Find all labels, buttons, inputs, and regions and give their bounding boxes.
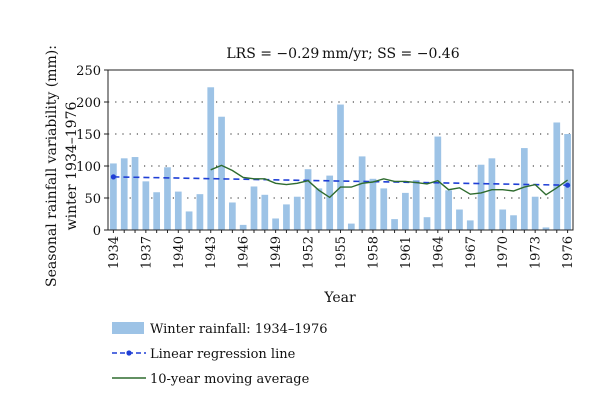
y-axis-title: Seasonal rainfall variability (mm): wint… xyxy=(44,45,80,287)
x-axis-title: Year xyxy=(323,290,356,306)
bar-1951 xyxy=(293,196,301,230)
bar-1937 xyxy=(142,181,150,230)
bar-1965 xyxy=(445,190,452,230)
bars xyxy=(110,87,571,230)
y-axis-title-line2: winter 1934–1976 xyxy=(64,102,80,231)
x-tick-label-1970: 1970 xyxy=(496,236,511,269)
bar-1942 xyxy=(196,194,204,230)
bar-1941 xyxy=(185,211,193,230)
regression-line xyxy=(113,176,568,186)
bar-1955 xyxy=(337,104,344,230)
bar-1960 xyxy=(391,219,398,230)
bar-1952 xyxy=(304,169,312,230)
bar-1972 xyxy=(520,148,528,230)
y-tick-label-250: 250 xyxy=(76,64,101,79)
chart-title: LRS = −0.29 mm/yr; SS = −0.46 xyxy=(226,46,459,62)
x-ticks: 1934 1937 1940 1943 1946 1949 1952 1955 1958 1961… xyxy=(107,230,576,269)
bar-1945 xyxy=(229,202,236,230)
bar-1971 xyxy=(510,215,517,230)
bar-1962 xyxy=(412,180,420,230)
bar-1963 xyxy=(423,217,431,230)
bar-1970 xyxy=(499,209,507,230)
bar-1966 xyxy=(456,209,463,230)
x-tick-label-1943: 1943 xyxy=(204,236,219,269)
legend: Winter rainfall: 1934–1976 Linear regress… xyxy=(112,322,327,387)
bar-1939 xyxy=(164,167,171,230)
x-tick-label-1934: 1934 xyxy=(107,236,122,269)
x-tick-label-1949: 1949 xyxy=(269,236,284,269)
bar-1968 xyxy=(477,164,485,230)
regression-end-marker xyxy=(564,182,571,188)
bar-1948 xyxy=(261,194,269,230)
lines xyxy=(110,164,571,199)
x-tick-label-1955: 1955 xyxy=(334,236,349,269)
bar-1954 xyxy=(326,175,334,230)
x-tick-label-1967: 1967 xyxy=(464,236,479,269)
legend-label-1: Linear regression line xyxy=(150,347,296,362)
x-tick-label-1952: 1952 xyxy=(302,236,317,269)
bar-1969 xyxy=(488,158,496,230)
bar-1949 xyxy=(272,218,279,230)
bar-1936 xyxy=(131,157,139,230)
x-tick-label-1973: 1973 xyxy=(529,236,544,269)
bar-1974 xyxy=(542,227,550,230)
moving-average-line xyxy=(210,164,569,199)
y-tick-label-50: 50 xyxy=(84,192,101,207)
x-tick-label-1961: 1961 xyxy=(399,236,414,269)
x-tick-label-1946: 1946 xyxy=(237,236,252,269)
bar-1973 xyxy=(531,196,539,230)
y-tick-label-100: 100 xyxy=(76,160,101,175)
bar-1961 xyxy=(402,192,409,230)
y-tick-label-0: 0 xyxy=(93,224,101,239)
bar-1940 xyxy=(174,191,182,230)
bar-1959 xyxy=(380,188,388,230)
bar-1943 xyxy=(207,87,215,230)
legend-label-2: 10-year moving average xyxy=(150,372,310,387)
x-tick-label-1958: 1958 xyxy=(366,236,381,269)
bar-1944 xyxy=(218,116,225,230)
legend-label-0: Winter rainfall: 1934–1976 xyxy=(150,322,327,337)
y-tick-label-200: 200 xyxy=(76,96,101,111)
bar-1950 xyxy=(283,204,290,230)
legend-swatch-bars xyxy=(112,322,144,334)
bar-1953 xyxy=(315,188,323,230)
x-tick-label-1937: 1937 xyxy=(139,236,154,269)
bar-1934 xyxy=(110,163,117,230)
bar-1938 xyxy=(153,192,161,230)
bar-1975 xyxy=(553,122,561,230)
bar-1956 xyxy=(347,223,355,230)
y-axis-title-line1: Seasonal rainfall variability (mm): xyxy=(44,45,60,287)
bar-1976 xyxy=(564,134,571,230)
bar-1957 xyxy=(358,156,366,230)
bar-1958 xyxy=(369,178,377,230)
bar-1947 xyxy=(250,186,258,230)
bar-1967 xyxy=(466,220,474,230)
y-ticks: 0 50 100 150 200 250 xyxy=(76,64,108,239)
bar-1946 xyxy=(239,224,247,230)
bar-1935 xyxy=(120,158,128,230)
regression-start-marker xyxy=(110,174,117,180)
x-tick-label-1976: 1976 xyxy=(561,236,576,269)
x-tick-label-1964: 1964 xyxy=(431,236,446,269)
y-tick-label-150: 150 xyxy=(76,128,101,143)
x-tick-label-1940: 1940 xyxy=(172,236,187,269)
legend-marker-regression xyxy=(126,350,132,356)
